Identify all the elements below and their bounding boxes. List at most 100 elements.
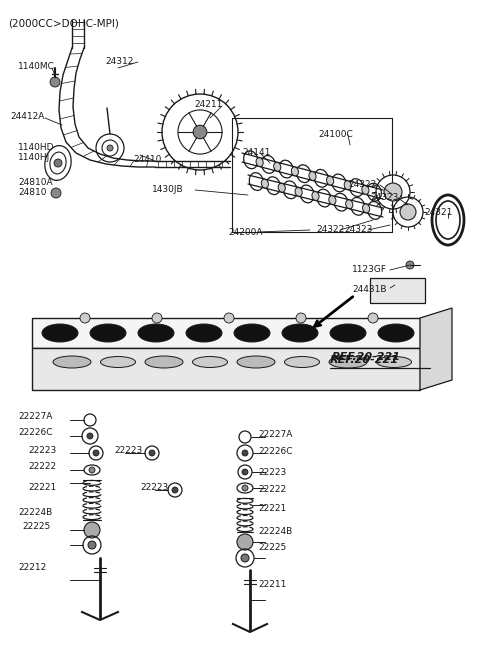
Text: 24810: 24810: [18, 188, 47, 197]
Ellipse shape: [344, 181, 351, 190]
Text: 24312: 24312: [105, 57, 133, 66]
Text: 22223: 22223: [140, 483, 168, 492]
Text: REF.20-221: REF.20-221: [330, 355, 399, 365]
Text: 24323: 24323: [370, 193, 398, 202]
Text: 24810A: 24810A: [18, 178, 53, 187]
Circle shape: [152, 313, 162, 323]
Text: 24412A: 24412A: [10, 112, 44, 121]
Ellipse shape: [53, 356, 91, 368]
Text: 24211: 24211: [194, 100, 222, 109]
Circle shape: [54, 159, 62, 167]
Ellipse shape: [362, 185, 369, 195]
Text: 1430JB: 1430JB: [152, 185, 184, 194]
Ellipse shape: [376, 356, 411, 367]
Ellipse shape: [186, 324, 222, 342]
Circle shape: [237, 534, 253, 550]
Ellipse shape: [42, 324, 78, 342]
Circle shape: [296, 313, 306, 323]
Text: 22222: 22222: [258, 485, 286, 494]
Circle shape: [80, 313, 90, 323]
Text: 22223: 22223: [28, 446, 56, 455]
Text: 22224B: 22224B: [258, 527, 292, 536]
Circle shape: [93, 450, 99, 456]
Ellipse shape: [295, 187, 302, 196]
Text: 22226C: 22226C: [258, 447, 292, 456]
Circle shape: [107, 145, 113, 151]
Circle shape: [241, 554, 249, 562]
Ellipse shape: [282, 324, 318, 342]
Ellipse shape: [309, 172, 316, 180]
Text: 24322: 24322: [348, 180, 376, 189]
Ellipse shape: [100, 356, 135, 367]
Circle shape: [50, 77, 60, 87]
Text: 22221: 22221: [28, 483, 56, 492]
Ellipse shape: [346, 200, 353, 209]
Text: 22222: 22222: [28, 462, 56, 471]
Ellipse shape: [145, 356, 183, 368]
Text: 22227A: 22227A: [18, 412, 52, 421]
Circle shape: [89, 467, 95, 473]
Circle shape: [87, 433, 93, 439]
Text: 24323: 24323: [344, 225, 372, 234]
Ellipse shape: [378, 324, 414, 342]
Ellipse shape: [261, 179, 268, 188]
Circle shape: [242, 485, 248, 491]
Circle shape: [149, 450, 155, 456]
Circle shape: [193, 125, 207, 139]
Text: 22224B: 22224B: [18, 508, 52, 517]
Circle shape: [406, 261, 414, 269]
Text: 24141: 24141: [242, 148, 270, 157]
Text: 1123GF: 1123GF: [352, 265, 387, 274]
Ellipse shape: [362, 204, 370, 213]
Text: 24100C: 24100C: [318, 130, 353, 139]
Polygon shape: [420, 308, 452, 390]
Text: 22225: 22225: [258, 543, 286, 552]
Circle shape: [368, 313, 378, 323]
Text: 1140HD: 1140HD: [18, 143, 55, 152]
Text: 22211: 22211: [258, 580, 287, 589]
Ellipse shape: [234, 324, 270, 342]
Ellipse shape: [329, 356, 367, 368]
Circle shape: [242, 469, 248, 475]
Ellipse shape: [237, 356, 275, 368]
Ellipse shape: [274, 162, 281, 171]
Circle shape: [51, 188, 61, 198]
Text: 22225: 22225: [22, 522, 50, 531]
Ellipse shape: [278, 183, 285, 192]
Ellipse shape: [285, 356, 320, 367]
Ellipse shape: [90, 324, 126, 342]
Ellipse shape: [256, 158, 263, 166]
Ellipse shape: [330, 324, 366, 342]
Text: 22212: 22212: [18, 563, 46, 572]
Text: 22223: 22223: [114, 446, 142, 455]
Circle shape: [242, 450, 248, 456]
Circle shape: [172, 487, 178, 493]
Text: 22227A: 22227A: [258, 430, 292, 439]
Text: 24321: 24321: [424, 208, 452, 217]
Ellipse shape: [329, 196, 336, 204]
Ellipse shape: [138, 324, 174, 342]
Text: 1140HJ: 1140HJ: [18, 153, 50, 162]
Polygon shape: [32, 318, 420, 348]
Bar: [370, 278, 425, 303]
Text: 24410: 24410: [133, 155, 161, 164]
Circle shape: [384, 183, 402, 201]
Ellipse shape: [192, 356, 228, 367]
Text: 24431B: 24431B: [352, 285, 386, 294]
Polygon shape: [32, 348, 420, 390]
Text: 22221: 22221: [258, 504, 286, 513]
Text: REF.20-221: REF.20-221: [332, 352, 401, 362]
Ellipse shape: [291, 167, 299, 176]
Circle shape: [88, 541, 96, 549]
Circle shape: [84, 522, 100, 538]
Circle shape: [400, 204, 416, 220]
Text: 22223: 22223: [258, 468, 286, 477]
Text: 1140MC: 1140MC: [18, 62, 55, 71]
Text: 24322: 24322: [316, 225, 344, 234]
Text: 22226C: 22226C: [18, 428, 52, 437]
Text: 24200A: 24200A: [228, 228, 263, 237]
Text: (2000CC>DOHC-MPI): (2000CC>DOHC-MPI): [8, 18, 119, 28]
Ellipse shape: [312, 191, 319, 200]
Ellipse shape: [326, 176, 334, 185]
Circle shape: [224, 313, 234, 323]
